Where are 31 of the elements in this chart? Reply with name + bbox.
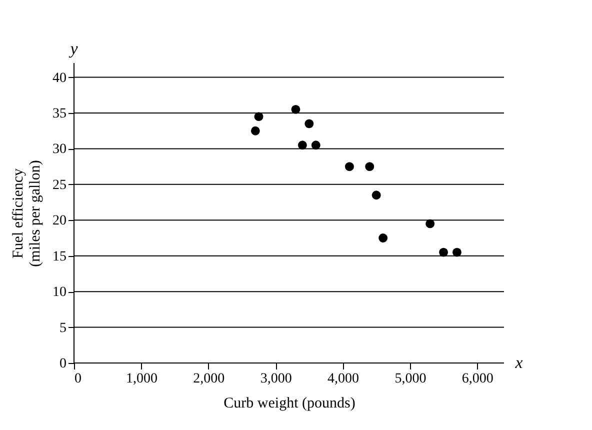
x-tick-label: 0 <box>74 372 82 386</box>
point <box>426 219 435 228</box>
y-tick-label: 40 <box>52 70 66 86</box>
x-axis-title: Curb weight (pounds) <box>224 396 356 412</box>
y-tick-label: 10 <box>52 285 66 300</box>
y-tick-label: 20 <box>52 214 66 229</box>
x-tick-label: 1,000 <box>126 372 158 386</box>
x-tick-label: 2,000 <box>193 372 225 386</box>
y-tick-label: 5 <box>60 320 66 336</box>
y-tick-label: 0 <box>60 356 66 372</box>
x-tick-label: 3,000 <box>260 372 292 386</box>
point <box>439 248 448 257</box>
point <box>298 140 307 150</box>
point <box>365 162 374 172</box>
point <box>452 248 462 257</box>
text: x <box>514 353 524 372</box>
point <box>304 119 314 128</box>
point <box>344 162 354 172</box>
y-tick-label: 15 <box>52 249 66 264</box>
x-tick-label: 4,000 <box>328 372 359 386</box>
point <box>378 234 388 242</box>
y-axis-title: Fuel efficiency (miles per gallon) <box>10 160 44 267</box>
point <box>250 126 260 136</box>
x-tick-label: 5,000 <box>394 372 426 386</box>
y-tick-label: 35 <box>52 106 66 122</box>
y-tick-label: 30 <box>52 142 66 158</box>
text: y <box>68 39 78 58</box>
y-tick-label: 25 <box>52 178 66 193</box>
point <box>291 104 300 114</box>
x-tick-label: 6,000 <box>462 372 494 386</box>
point <box>372 190 381 200</box>
